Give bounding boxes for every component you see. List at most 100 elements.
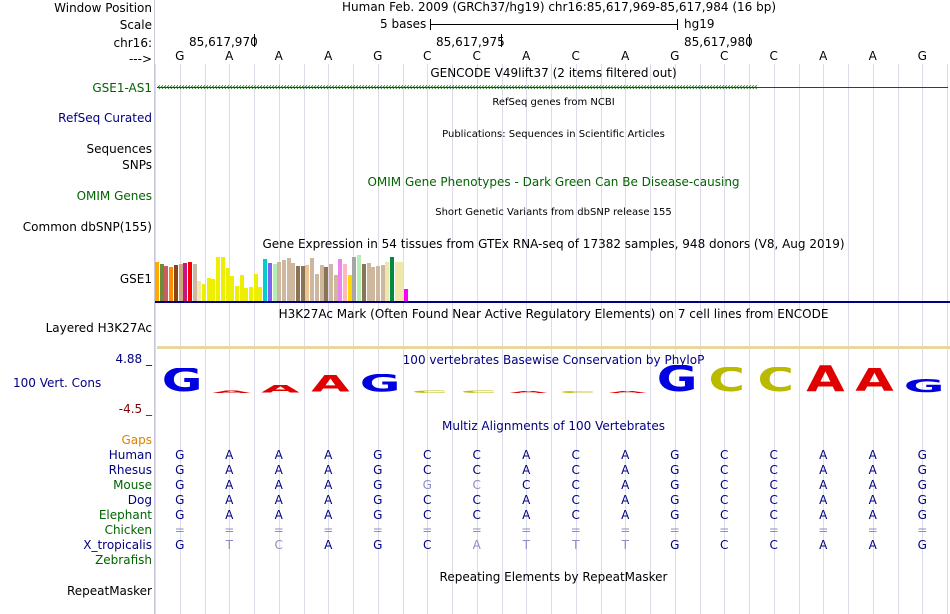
h3k27ac-track-title[interactable]: H3K27Ac Mark (Often Found Near Active Re… <box>278 307 829 321</box>
gtex-tissue-bar[interactable] <box>230 276 235 301</box>
species-label[interactable]: Elephant <box>98 508 152 522</box>
alignment-base: A <box>621 508 630 522</box>
gtex-tissue-bar[interactable] <box>319 265 324 301</box>
gtex-tissue-bar[interactable] <box>338 259 343 301</box>
dbsnp-label[interactable]: Common dbSNP(155) <box>22 220 152 234</box>
rmsk-label[interactable]: RepeatMasker <box>66 584 152 598</box>
gtex-tissue-bar[interactable] <box>347 275 352 301</box>
gtex-tissue-bar[interactable] <box>253 274 258 301</box>
phylop-track-title[interactable]: 100 vertebrates Basewise Conservation by… <box>402 353 705 367</box>
gtex-tissue-bar[interactable] <box>178 264 183 301</box>
refseq-label[interactable]: RefSeq Curated <box>58 111 152 125</box>
gencode-gene-arrows[interactable]: ‹‹‹‹‹‹‹‹‹‹‹‹‹‹‹‹‹‹‹‹‹‹‹‹‹‹‹‹‹‹‹‹‹‹‹‹‹‹‹‹… <box>157 82 948 94</box>
phylop-label[interactable]: 100 Vert. Cons <box>13 376 102 390</box>
gtex-tissue-bar[interactable] <box>169 267 174 301</box>
alignment-base: C <box>423 448 432 462</box>
gtex-tissue-bar[interactable] <box>394 262 399 301</box>
gtex-tissue-bar[interactable] <box>281 260 286 301</box>
alignment-base: A <box>621 478 630 492</box>
gtex-tissue-bar[interactable] <box>197 281 202 301</box>
species-label[interactable]: Zebrafish <box>95 553 152 567</box>
species-label[interactable]: X_tropicalis <box>83 538 152 552</box>
alignment-base: C <box>769 493 778 507</box>
gtex-tissue-bar[interactable] <box>202 284 206 301</box>
alignment-base: A <box>621 463 630 477</box>
gtex-tissue-bar[interactable] <box>305 265 310 301</box>
gtex-tissue-bar[interactable] <box>371 267 376 301</box>
pubs-track-title[interactable]: Publications: Sequences in Scientific Ar… <box>442 129 665 140</box>
gtex-tissue-bar[interactable] <box>375 266 380 301</box>
gtex-tissue-bar[interactable] <box>324 267 329 301</box>
gtex-gene-label[interactable]: GSE1 <box>119 272 152 286</box>
gtex-tissue-bar[interactable] <box>385 262 390 301</box>
refseq-track-title[interactable]: RefSeq genes from NCBI <box>492 97 615 108</box>
gtex-tissue-bar[interactable] <box>390 257 394 301</box>
gtex-tissue-bar[interactable] <box>300 266 305 301</box>
rmsk-track-title[interactable]: Repeating Elements by RepeatMasker <box>439 570 668 584</box>
gtex-bar-chart[interactable] <box>155 252 535 301</box>
gtex-tissue-bar[interactable] <box>352 257 357 301</box>
gtex-tissue-bar[interactable] <box>164 266 169 301</box>
gtex-tissue-bar[interactable] <box>206 278 211 301</box>
gtex-tissue-bar[interactable] <box>380 265 385 301</box>
phylop-base-logo: G <box>161 368 203 393</box>
gtex-tissue-bar[interactable] <box>399 262 404 301</box>
gtex-tissue-bar[interactable] <box>272 264 277 301</box>
phylop-base-logo: G <box>903 379 945 393</box>
base-letter: C <box>472 49 481 63</box>
species-label[interactable]: Mouse <box>113 478 152 492</box>
gtex-tissue-bar[interactable] <box>328 264 333 301</box>
species-label[interactable]: Dog <box>127 493 152 507</box>
gtex-tissue-bar[interactable] <box>216 257 221 301</box>
gtex-tissue-bar[interactable] <box>357 255 362 301</box>
gencode-gene-label[interactable]: GSE1-AS1 <box>92 81 152 95</box>
strand-arrow-label: ---> <box>128 52 152 66</box>
omim-label[interactable]: OMIM Genes <box>76 189 152 203</box>
gtex-tissue-bar[interactable] <box>296 266 300 301</box>
species-label[interactable]: Chicken <box>104 523 152 537</box>
species-label[interactable]: Human <box>108 448 152 462</box>
gtex-tissue-bar[interactable] <box>277 262 282 301</box>
alignment-base: A <box>522 463 531 477</box>
gtex-tissue-bar[interactable] <box>310 258 315 301</box>
gtex-tissue-bar[interactable] <box>263 259 268 301</box>
gtex-tissue-bar[interactable] <box>225 268 230 301</box>
gtex-tissue-bar[interactable] <box>183 263 188 301</box>
gtex-track-title[interactable]: Gene Expression in 54 tissues from GTEx … <box>262 237 845 251</box>
gtex-tissue-bar[interactable] <box>404 289 409 301</box>
gtex-tissue-bar[interactable] <box>239 275 244 301</box>
gtex-tissue-bar[interactable] <box>258 287 263 301</box>
base-letter: A <box>621 49 630 63</box>
gtex-tissue-bar[interactable] <box>267 263 272 301</box>
gtex-tissue-bar[interactable] <box>291 263 296 301</box>
sequences-label[interactable]: Sequences <box>86 142 152 156</box>
gtex-tissue-bar[interactable] <box>249 287 253 301</box>
omim-track-title[interactable]: OMIM Gene Phenotypes - Dark Green Can Be… <box>367 175 740 189</box>
gtex-tissue-bar[interactable] <box>366 263 371 301</box>
h3k27ac-label[interactable]: Layered H3K27Ac <box>45 321 152 335</box>
phylop-max-label: 4.88 _ <box>115 352 152 366</box>
gtex-tissue-bar[interactable] <box>234 286 239 301</box>
gtex-tissue-bar[interactable] <box>155 262 159 301</box>
gtex-tissue-bar[interactable] <box>361 264 366 301</box>
species-label[interactable]: Rhesus <box>108 463 152 477</box>
gtex-tissue-bar[interactable] <box>159 264 164 301</box>
snps-label[interactable]: SNPs <box>122 158 152 172</box>
multiz-track-title[interactable]: Multiz Alignments of 100 Vertebrates <box>441 419 666 433</box>
gtex-tissue-bar[interactable] <box>192 264 197 301</box>
alignment-base: C <box>472 463 481 477</box>
gtex-tissue-bar[interactable] <box>187 262 192 301</box>
gtex-tissue-bar[interactable] <box>333 275 338 301</box>
dbsnp-track-title[interactable]: Short Genetic Variants from dbSNP releas… <box>435 207 672 218</box>
gtex-tissue-bar[interactable] <box>286 258 291 301</box>
gtex-tissue-bar[interactable] <box>343 264 347 301</box>
gtex-tissue-bar[interactable] <box>211 279 216 301</box>
gtex-tissue-bar[interactable] <box>314 274 319 301</box>
gencode-track-title[interactable]: GENCODE V49lift37 (2 items filtered out) <box>430 66 677 80</box>
gtex-tissue-bar[interactable] <box>244 288 249 301</box>
gtex-tissue-bar[interactable] <box>220 257 225 301</box>
gtex-tissue-bar[interactable] <box>173 265 178 301</box>
position-text[interactable]: Human Feb. 2009 (GRCh37/hg19) chr16:85,6… <box>342 0 777 14</box>
